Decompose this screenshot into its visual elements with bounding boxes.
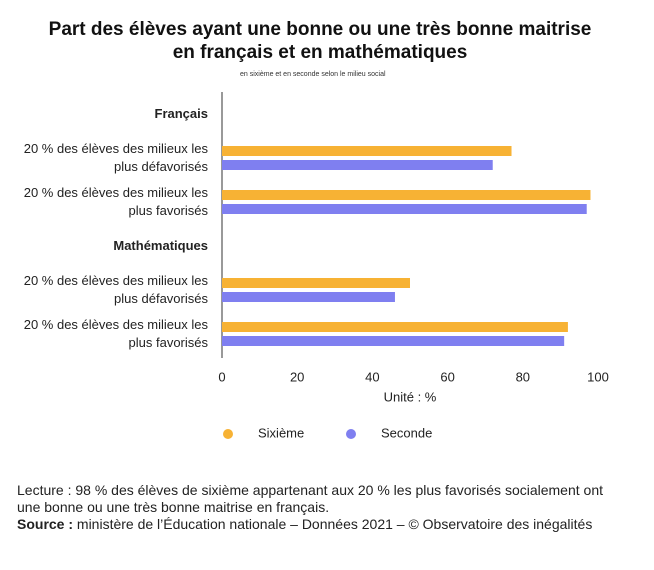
footer: Lecture : 98 % des élèves de sixième app… [17, 482, 627, 533]
bar [222, 160, 493, 170]
legend-marker [223, 429, 233, 439]
group-label: Mathématiques [113, 238, 208, 253]
chart-subtitle: en sixième et en seconde selon le milieu… [240, 71, 386, 78]
bar [222, 190, 591, 200]
bar [222, 278, 410, 288]
bar [222, 322, 568, 332]
x-tick-label: 80 [516, 369, 530, 384]
x-axis-label: Unité : % [384, 389, 437, 404]
category-label: 20 % des élèves des milieux les plus fav… [23, 317, 208, 350]
source-line: Source : ministère de l’Éducation nation… [17, 516, 627, 533]
chart: 0 20 40 60 80 100 Unité : % Sixième Seconde [218, 92, 609, 440]
category-label: 20 % des élèves des milieux les plus fav… [23, 185, 208, 218]
x-tick-label: 60 [440, 369, 454, 384]
source-label: Source : [17, 516, 74, 532]
category-label: 20 % des élèves des milieux les plus déf… [23, 273, 208, 306]
x-tick-label: 20 [290, 369, 304, 384]
source-text: ministère de l’Éducation nationale – Don… [76, 516, 593, 532]
lecture-note: Lecture : 98 % des élèves de sixième app… [17, 482, 603, 515]
bar [222, 204, 587, 214]
chart-title: Part des élèves ayant une bonne ou une t… [48, 19, 592, 63]
x-tick-label: 100 [587, 369, 609, 384]
category-label: 20 % des élèves des milieux les plus déf… [23, 141, 208, 174]
bar [222, 336, 565, 346]
x-tick-label: 40 [365, 369, 379, 384]
bar [222, 292, 395, 302]
bar [222, 146, 512, 156]
legend-marker [346, 429, 356, 439]
x-tick-label: 0 [218, 369, 225, 384]
legend-label: Sixième [258, 425, 304, 440]
legend-label: Seconde [381, 425, 432, 440]
group-label: Français [154, 106, 208, 121]
